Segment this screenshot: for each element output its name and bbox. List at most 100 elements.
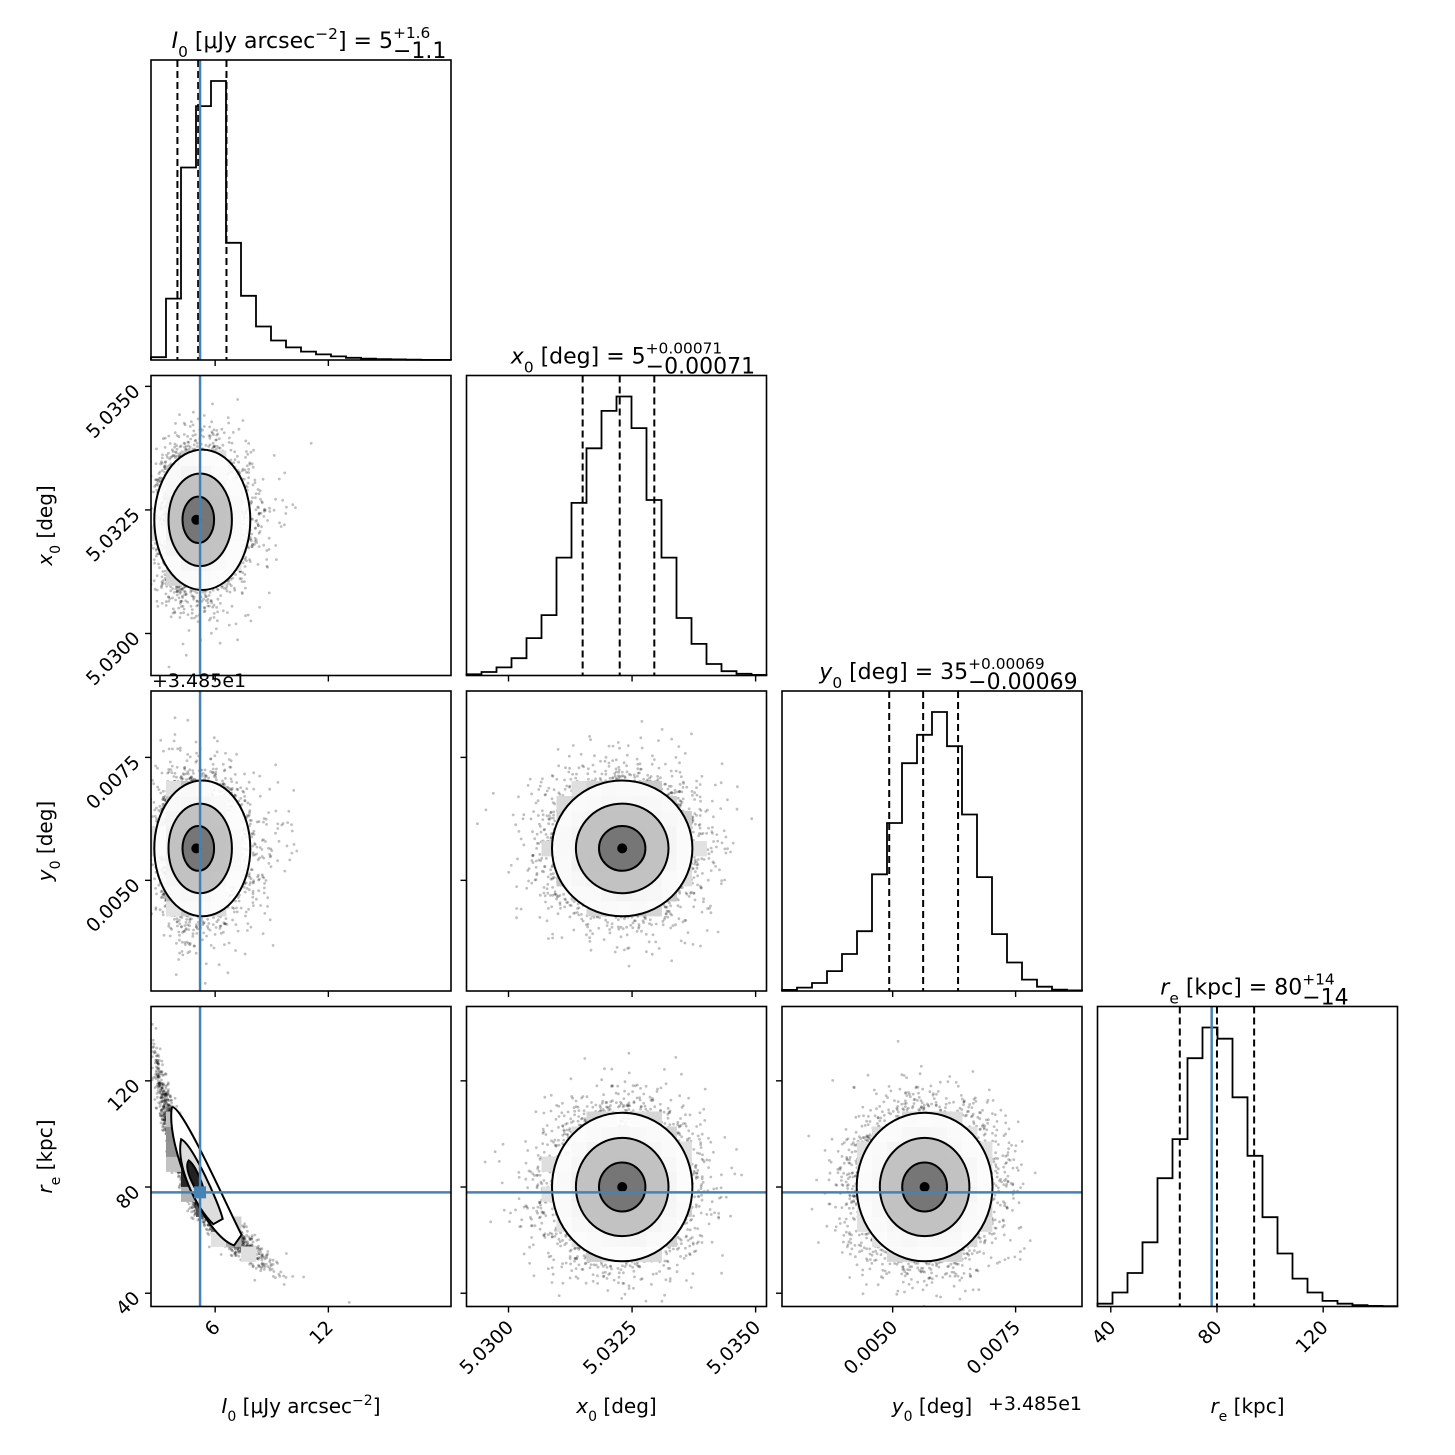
sample-point — [208, 436, 212, 440]
sample-point — [251, 496, 254, 500]
sample-point — [244, 586, 247, 590]
sample-point — [215, 438, 218, 442]
sample-point — [156, 478, 160, 482]
sample-point — [212, 433, 215, 436]
sample-point — [155, 599, 159, 603]
sample-point — [160, 580, 164, 584]
sample-point — [184, 448, 188, 452]
sample-point — [241, 561, 245, 564]
sample-point — [245, 559, 248, 563]
sample-point — [157, 477, 161, 480]
sample-point — [203, 606, 207, 610]
sample-point — [187, 444, 190, 448]
sample-point — [210, 631, 213, 635]
sample-point — [160, 456, 164, 460]
sample-point — [233, 588, 237, 592]
sample-point — [154, 483, 158, 487]
sample-point — [258, 605, 261, 609]
sample-point — [182, 421, 186, 425]
sample-point — [206, 604, 210, 608]
sample-point — [258, 530, 262, 533]
sample-point — [174, 454, 177, 458]
sample-point — [266, 565, 269, 569]
sample-point — [168, 457, 172, 461]
sample-point — [195, 604, 199, 608]
sample-point — [204, 444, 208, 447]
sample-point — [156, 604, 160, 608]
sample-point — [248, 558, 252, 561]
sample-point — [180, 594, 184, 598]
sample-point — [254, 519, 258, 523]
sample-point — [210, 601, 214, 605]
sample-point — [201, 590, 205, 594]
sample-point — [152, 490, 155, 494]
sample-point — [221, 443, 225, 447]
sample-point — [215, 606, 219, 609]
sample-point — [178, 413, 181, 416]
sample-point — [181, 604, 185, 608]
sample-point — [229, 584, 233, 588]
sample-point — [153, 485, 157, 488]
sample-point — [208, 434, 212, 438]
sample-point — [155, 482, 159, 486]
sample-point — [212, 445, 216, 449]
sample-point — [255, 519, 259, 522]
sample-point — [159, 476, 162, 480]
sample-point — [259, 497, 262, 501]
sample-point — [171, 450, 175, 453]
sample-point — [236, 398, 240, 401]
sample-point — [159, 462, 162, 466]
sample-point — [267, 536, 271, 540]
sample-point — [248, 462, 252, 466]
sample-point — [231, 576, 235, 580]
sample-point — [171, 587, 175, 590]
sample-point — [192, 616, 196, 620]
sample-point — [153, 587, 157, 591]
sample-point — [181, 596, 185, 599]
sample-point — [155, 588, 159, 592]
sample-point — [251, 543, 254, 547]
sample-point — [195, 614, 198, 618]
sample-point — [146, 551, 149, 554]
sample-point — [245, 450, 248, 453]
sample-point — [262, 515, 266, 518]
sample-point — [183, 442, 187, 446]
sample-point — [256, 524, 260, 527]
sample-point — [163, 573, 167, 577]
sample-point — [167, 451, 170, 455]
sample-point — [278, 521, 281, 525]
sample-point — [247, 471, 251, 474]
sample-point — [243, 573, 247, 576]
sample-point — [157, 472, 161, 475]
sample-point — [227, 623, 231, 627]
sample-point — [257, 531, 261, 535]
sample-point — [249, 539, 253, 543]
sample-point — [236, 638, 240, 642]
sample-point — [262, 543, 266, 547]
sample-point — [158, 566, 161, 570]
sample-point — [167, 434, 171, 438]
sample-point — [241, 419, 245, 422]
sample-point — [204, 599, 208, 602]
sample-point — [246, 452, 250, 456]
sample-point — [208, 590, 212, 594]
sample-point — [188, 425, 192, 428]
sample-point — [172, 591, 176, 594]
sample-point — [255, 538, 258, 542]
sample-point — [247, 442, 251, 445]
sample-point — [154, 478, 157, 482]
sample-point — [179, 600, 183, 603]
sample-point — [178, 616, 182, 619]
sample-point — [167, 665, 171, 669]
sample-point — [183, 593, 186, 597]
sample-point — [195, 441, 199, 445]
sample-point — [205, 595, 208, 598]
sample-point — [175, 444, 179, 447]
sample-point — [172, 454, 176, 458]
sample-point — [237, 427, 241, 431]
sample-point — [243, 468, 247, 472]
sample-point — [262, 509, 266, 513]
sample-point — [200, 599, 204, 603]
sample-point — [161, 570, 165, 573]
